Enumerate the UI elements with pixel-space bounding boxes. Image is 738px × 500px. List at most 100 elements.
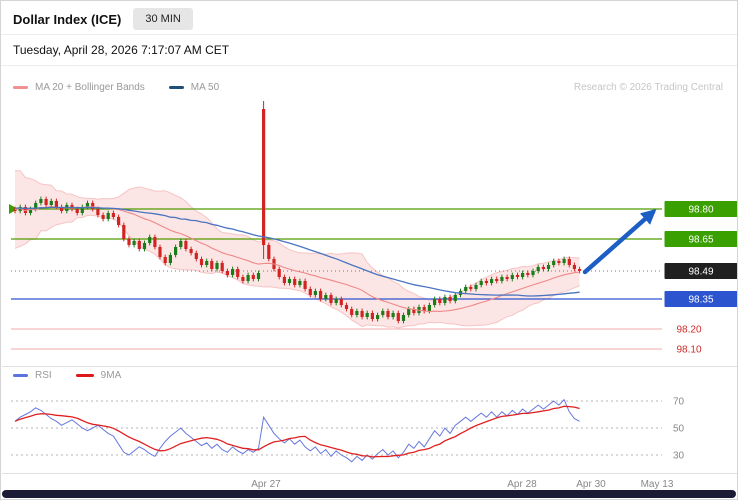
header-divider [1, 34, 737, 35]
x-axis-label: Apr 30 [576, 479, 606, 490]
candle-body [163, 257, 167, 263]
timeframe-badge[interactable]: 30 MIN [133, 8, 193, 30]
candle-body [526, 273, 530, 275]
scrollbar[interactable] [2, 490, 736, 498]
candle-body [215, 263, 219, 269]
rsi-swatch-icon [13, 374, 28, 377]
candle-body [60, 207, 64, 211]
x-axis-label: Apr 28 [507, 479, 537, 490]
candle-body [96, 209, 100, 215]
candle-body [500, 277, 504, 281]
candle-body [231, 269, 235, 275]
candle-body [443, 297, 447, 303]
rsi-legend-label: RSI [35, 370, 52, 381]
price-tag-label: 98.49 [688, 267, 713, 278]
candle-body [236, 269, 240, 277]
candle-body [376, 315, 380, 319]
candle-body [75, 209, 79, 213]
candle-body [355, 311, 359, 315]
candle-body [438, 299, 442, 303]
candle-body [241, 277, 245, 281]
candle-body [153, 237, 157, 247]
candle-body [313, 291, 317, 295]
candle-body [127, 239, 131, 245]
candle-body [464, 287, 468, 291]
price-tags: 98.80 98.65 98.49 98.35 98.20 98.10 [664, 201, 737, 356]
candle-body [293, 279, 297, 285]
candle-body [13, 209, 17, 211]
candle-body [433, 299, 437, 305]
candle-body [448, 297, 452, 301]
candle-body [412, 309, 416, 313]
candle-body [536, 267, 540, 271]
candle-body [401, 315, 406, 321]
candle-body [23, 207, 27, 213]
candle-body [344, 305, 349, 309]
candle-body [521, 273, 525, 277]
candle-body [39, 199, 43, 203]
candle-body [225, 271, 229, 275]
candle-body [189, 249, 193, 253]
header: Dollar Index (ICE) 30 MIN [13, 8, 193, 30]
candle-body [220, 263, 224, 271]
candle-body [85, 203, 90, 207]
trend-arrow [582, 208, 657, 275]
candle-body [199, 259, 204, 265]
candle-body [505, 277, 509, 279]
candle-body [132, 241, 136, 245]
candle-body [546, 265, 551, 269]
candle-body [510, 275, 514, 279]
price-tag-label: 98.65 [688, 235, 713, 246]
candle-body [101, 215, 105, 219]
9ma-swatch-icon [75, 374, 94, 377]
candle-body [256, 273, 261, 279]
price-tag-label: 98.35 [688, 295, 713, 306]
candle-body [111, 213, 115, 217]
rsi-panel: 70 50 30 [11, 397, 685, 463]
candle-body [210, 261, 214, 269]
candles-layer [13, 101, 582, 324]
price-level-label: 98.20 [677, 325, 702, 336]
ma50-line [15, 206, 580, 297]
candle-body [360, 311, 364, 317]
candle-body [262, 109, 266, 245]
ma50-swatch-icon [168, 86, 184, 89]
candle-body [427, 305, 431, 311]
candle-body [350, 309, 354, 315]
candle-body [557, 261, 561, 263]
candle-body [251, 275, 255, 279]
candle-body [324, 295, 328, 299]
subheader-divider [1, 65, 737, 66]
candle-body [453, 295, 457, 301]
rsi-axis-label: 50 [673, 424, 685, 435]
9ma-legend-label: 9MA [100, 370, 122, 381]
rsi-line [14, 398, 580, 463]
candle-body [179, 241, 183, 247]
ma20-legend-label: MA 20 + Bollinger Bands [35, 82, 145, 93]
candle-body [329, 295, 333, 303]
datetime-label: Tuesday, April 28, 2026 7:17:07 AM CET [13, 43, 230, 57]
candle-body [298, 281, 302, 285]
candle-body [319, 291, 323, 299]
candle-body [28, 209, 33, 213]
ma20-swatch-icon [13, 86, 28, 89]
rsi-legend: RSI 9MA [13, 370, 121, 381]
price-tag [664, 231, 737, 247]
candle-body [396, 313, 400, 321]
candle-body [44, 199, 48, 205]
candle-body [54, 201, 58, 207]
candle-body [391, 313, 395, 317]
candle-body [495, 279, 499, 281]
candle-body [531, 271, 535, 275]
candle-body [386, 311, 390, 317]
rsi-axis-label: 30 [673, 451, 685, 462]
main-legend: MA 20 + Bollinger Bands MA 50 Research ©… [13, 82, 723, 93]
candle-body [484, 281, 488, 283]
x-axis-label: May 13 [641, 479, 674, 490]
candle-body [174, 247, 178, 255]
candle-body [422, 307, 426, 311]
candle-body [515, 275, 520, 277]
candle-body [339, 299, 343, 305]
